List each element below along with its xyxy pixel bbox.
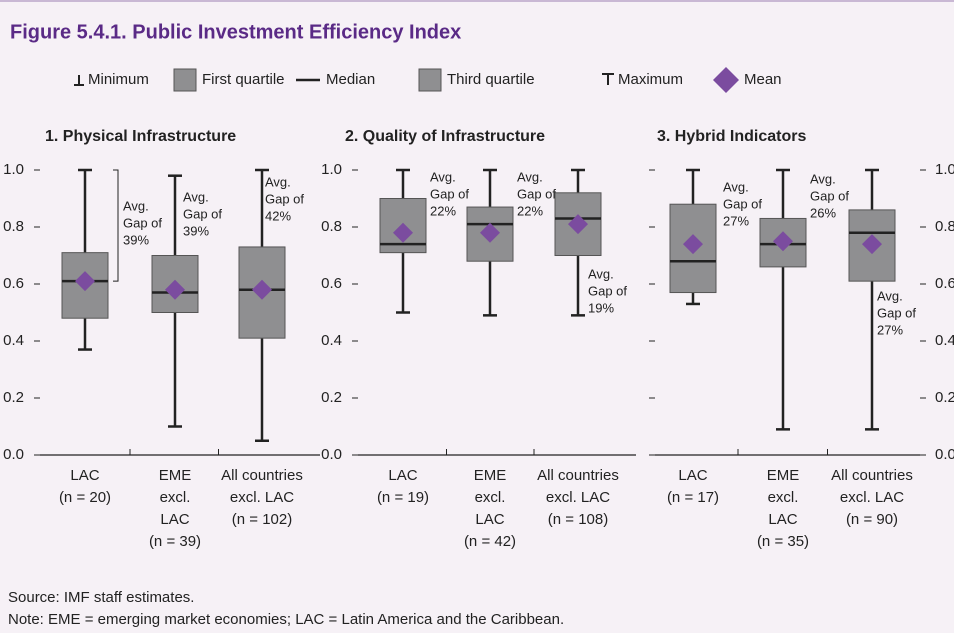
annotation: 39% (123, 232, 149, 247)
annotation: 27% (877, 322, 903, 337)
annotation: 39% (183, 223, 209, 238)
legend-symbol (418, 68, 442, 92)
panel-title: 3. Hybrid Indicators (657, 128, 806, 145)
legend-label: Median (326, 71, 375, 88)
annotation: Gap of (588, 283, 627, 298)
legend-label: Third quartile (447, 71, 535, 88)
mean-marker (480, 222, 500, 243)
x-tick-label: (n = 42) (464, 533, 516, 550)
x-tick-label: excl. LAC (230, 489, 294, 506)
x-tick-label: excl. (768, 489, 799, 506)
annotation: Gap of (810, 188, 849, 203)
mean-marker (683, 234, 703, 255)
y-tick-label: 0.4 (935, 332, 954, 349)
legend-label: Maximum (618, 71, 683, 88)
annotation: Gap of (877, 305, 916, 320)
x-tick-label: LAC (388, 467, 417, 484)
legend-label: Mean (744, 71, 782, 88)
annotation: Avg. (810, 171, 836, 186)
legend-symbol (173, 68, 197, 92)
y-tick-label: 0.6 (3, 275, 24, 292)
y-tick-label: 0.0 (3, 446, 24, 463)
annotation: Avg. (517, 169, 543, 184)
y-tick-label: 0.2 (321, 389, 342, 406)
legend-symbol (713, 67, 739, 93)
y-tick-label: 0.0 (935, 446, 954, 463)
y-tick-label: 1.0 (321, 161, 342, 178)
annotation: Gap of (430, 186, 469, 201)
x-tick-label: (n = 35) (757, 533, 809, 550)
y-tick-label: 0.4 (3, 332, 24, 349)
annotation: Gap of (723, 196, 762, 211)
mean-marker (75, 271, 95, 292)
x-tick-label: (n = 19) (377, 489, 429, 506)
annotation: Gap of (123, 215, 162, 230)
legend-label: First quartile (202, 71, 285, 88)
y-tick-label: 0.2 (935, 389, 954, 406)
x-tick-label: (n = 102) (232, 511, 292, 528)
x-tick-label: (n = 90) (846, 511, 898, 528)
legend-label: Minimum (88, 71, 149, 88)
x-tick-label: excl. LAC (546, 489, 610, 506)
panel-title: 2. Quality of Infrastructure (345, 128, 545, 145)
annotation: Avg. (877, 288, 903, 303)
x-tick-label: excl. (475, 489, 506, 506)
mean-marker (252, 279, 272, 300)
x-tick-label: All countries (831, 467, 913, 484)
annotation: 27% (723, 213, 749, 228)
x-tick-label: (n = 39) (149, 533, 201, 550)
x-tick-label: EME (767, 467, 800, 484)
x-tick-label: LAC (70, 467, 99, 484)
mean-marker (568, 214, 588, 235)
annotation: 22% (430, 203, 456, 218)
annotation: 42% (265, 208, 291, 223)
mean-marker (393, 222, 413, 243)
annotation: 19% (588, 300, 614, 315)
note: Note: EME = emerging market economies; L… (8, 611, 564, 628)
annotation: Gap of (517, 186, 556, 201)
x-tick-label: (n = 108) (548, 511, 608, 528)
mean-marker (862, 234, 882, 255)
annotation: 26% (810, 205, 836, 220)
annotation: Gap of (183, 206, 222, 221)
annotation: Avg. (183, 189, 209, 204)
y-tick-label: 1.0 (935, 161, 954, 178)
annotation: Avg. (588, 266, 614, 281)
x-tick-label: LAC (160, 511, 189, 528)
y-tick-label: 0.6 (321, 275, 342, 292)
y-tick-label: 0.8 (321, 218, 342, 235)
y-tick-label: 0.6 (935, 275, 954, 292)
source: Source: IMF staff estimates. (8, 589, 194, 606)
y-tick-label: 0.2 (3, 389, 24, 406)
figure-title: Figure 5.4.1. Public Investment Efficien… (10, 21, 461, 43)
x-tick-label: LAC (678, 467, 707, 484)
y-tick-label: 0.4 (321, 332, 342, 349)
annotation: Avg. (430, 169, 456, 184)
gap-bracket (113, 169, 119, 282)
mean-marker (165, 279, 185, 300)
annotation: 22% (517, 203, 543, 218)
y-tick-label: 0.8 (935, 218, 954, 235)
y-tick-label: 1.0 (3, 161, 24, 178)
x-tick-label: EME (474, 467, 507, 484)
x-tick-label: (n = 20) (59, 489, 111, 506)
x-tick-label: LAC (475, 511, 504, 528)
annotation: Avg. (723, 179, 749, 194)
mean-marker (773, 231, 793, 252)
panel-title: 1. Physical Infrastructure (45, 128, 236, 145)
x-tick-label: EME (159, 467, 192, 484)
annotation: Avg. (123, 198, 149, 213)
y-tick-label: 0.8 (3, 218, 24, 235)
annotation: Gap of (265, 191, 304, 206)
x-tick-label: excl. LAC (840, 489, 904, 506)
annotation: Avg. (265, 174, 291, 189)
y-tick-label: 0.0 (321, 446, 342, 463)
x-tick-label: All countries (221, 467, 303, 484)
x-tick-label: excl. (160, 489, 191, 506)
x-tick-label: (n = 17) (667, 489, 719, 506)
x-tick-label: All countries (537, 467, 619, 484)
x-tick-label: LAC (768, 511, 797, 528)
